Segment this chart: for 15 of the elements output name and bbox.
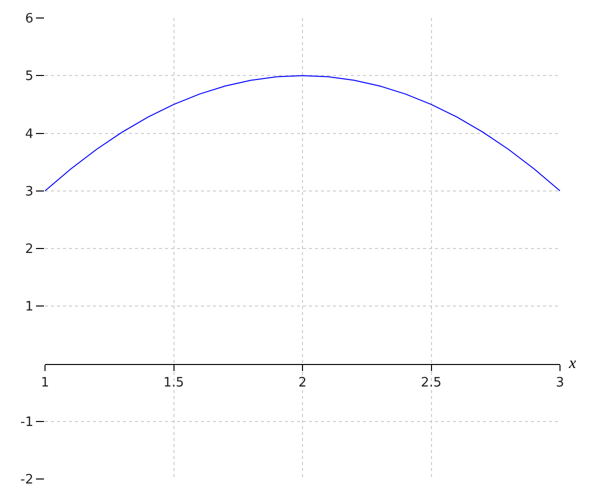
y-tick-label: -2 [20,472,34,488]
y-tick-label: 1 [25,300,34,315]
y-tick-label: -1 [20,414,34,430]
x-axis-title: x [568,355,576,372]
y-tick-label: 5 [25,69,34,84]
y-tick-label: 6 [25,12,34,27]
x-tick-label: 1 [40,375,50,390]
x-tick-label: 2 [298,375,307,390]
x-tick-label: 2.5 [420,375,442,390]
x-tick-label: 1.5 [163,375,184,390]
x-tick-label: 3 [556,375,564,390]
y-tick-label: 2 [25,242,34,258]
y-tick-label: 4 [25,126,34,142]
y-tick-label: 3 [25,184,34,200]
line-series [45,75,560,192]
